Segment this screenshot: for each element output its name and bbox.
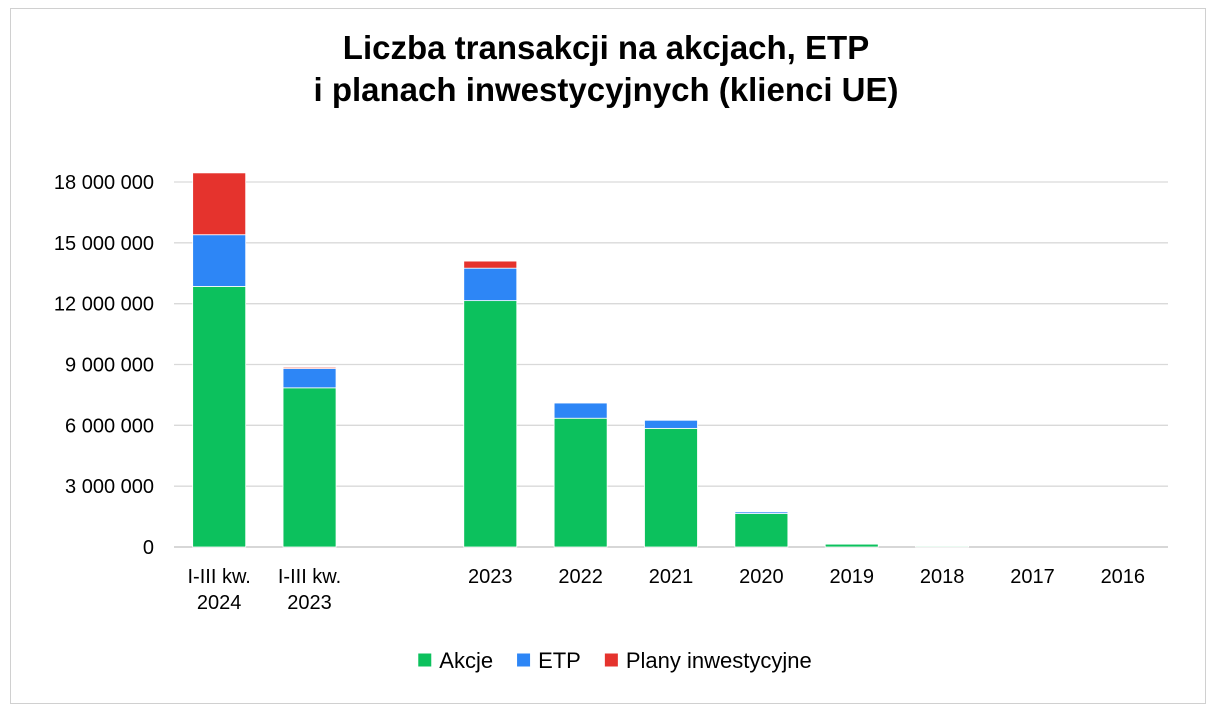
x-tick-label: 2022 [558,566,603,588]
legend: Akcje ETP Plany inwestycyjne [418,648,812,673]
y-tick-label: 15 000 000 [54,233,154,255]
bar-segment [282,368,337,389]
legend-label: ETP [538,648,581,673]
x-tick-label: 2016 [1101,566,1146,588]
bar-segment [734,513,789,548]
bar-segment [463,300,518,548]
legend-label: Plany inwestycyjne [626,648,812,673]
bar-segment [553,402,608,419]
bars [192,172,969,548]
x-tick-label: 2023 [468,566,513,588]
y-tick-label: 18 000 000 [54,172,154,194]
legend-label: Akcje [439,648,493,673]
legend-swatch [604,653,618,667]
bar-segment [192,234,247,287]
x-tick-label: 2021 [649,566,694,588]
x-tick-label: 2024 [197,592,242,614]
y-tick-label: 6 000 000 [65,415,154,437]
bar-segment [192,172,247,236]
x-tick-label: 2020 [739,566,784,588]
axes: 0 3 000 000 6 000 000 9 000 000 12 000 000 15… [54,172,1145,614]
x-tick-label: I-III kw. [278,566,341,588]
bar-segment [282,387,337,548]
x-tick-label: 2017 [1010,566,1055,588]
x-tick-label: 2018 [920,566,965,588]
y-tick-label: 12 000 000 [54,294,154,316]
chart-title: Liczba transakcji na akcjach, ETP i plan… [11,27,1201,111]
bar-segment [192,286,247,548]
y-tick-label: 3 000 000 [65,476,154,498]
chart-title-line-2: i planach inwestycyjnych (klienci UE) [313,71,899,108]
bar-segment [463,267,518,302]
x-tick-label: 2023 [287,592,332,614]
bar-segment [553,417,608,548]
y-tick-label: 9 000 000 [65,355,154,377]
bar-segment [734,511,789,514]
x-tick-label: 2019 [829,566,874,588]
bar-segment [915,544,969,547]
legend-swatch [517,653,531,667]
x-tick-label: I-III kw. [188,566,251,588]
bar-segment [644,427,698,548]
bar-segment [282,366,337,369]
bar-segment [644,419,698,429]
bar-segment [824,542,879,545]
bar-segment [463,260,518,269]
legend-swatch [418,653,432,667]
y-tick-label: 0 [143,537,154,559]
chart-title-line-1: Liczba transakcji na akcjach, ETP [342,29,870,66]
